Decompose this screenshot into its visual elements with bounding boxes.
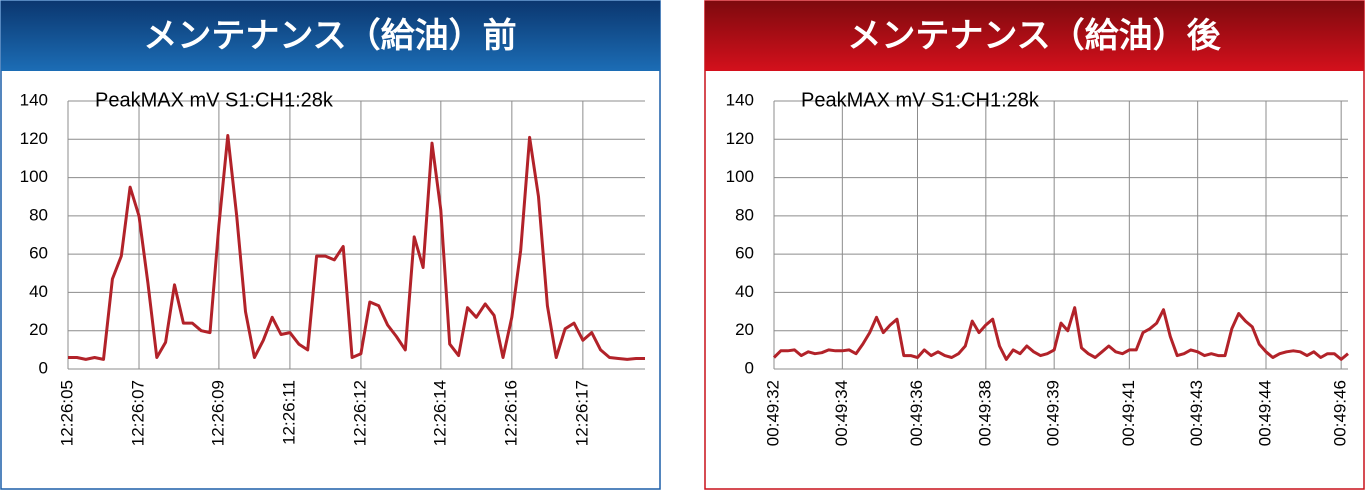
annotation: PeakMAX mV S1:CH1:28k [801, 89, 1040, 111]
y-tick-label: 20 [29, 320, 48, 339]
data-line [68, 134, 645, 361]
x-tick-label: 00:49:38 [975, 380, 994, 446]
x-tick-label: 12:26:09 [208, 380, 227, 446]
chart-title: メンテナンス（給油）前 [143, 16, 516, 55]
x-tick-label: 12:26:05 [57, 380, 76, 446]
x-tick-label: 12:26:14 [430, 380, 449, 446]
x-tick-label: 12:26:12 [350, 380, 369, 446]
panel [0, 0, 661, 490]
x-tick-label: 00:49:43 [1187, 380, 1206, 446]
annotation: PeakMAX mV S1:CH1:28k [95, 89, 334, 111]
x-tick-label: 00:49:44 [1255, 380, 1274, 446]
y-tick-label: 140 [20, 90, 48, 109]
y-tick-label: 80 [735, 205, 754, 224]
y-tick-label: 60 [29, 244, 48, 263]
x-tick-label: 00:49:46 [1331, 380, 1350, 446]
y-tick-label: 100 [20, 167, 48, 186]
y-tick-label: 120 [20, 129, 48, 148]
x-tick-label: 00:49:39 [1044, 380, 1063, 446]
panel [704, 0, 1365, 490]
x-tick-label: 12:26:07 [128, 380, 147, 446]
y-tick-label: 140 [726, 90, 754, 109]
x-tick-label: 00:49:32 [763, 380, 782, 446]
y-tick-label: 0 [745, 358, 754, 377]
y-tick-label: 60 [735, 244, 754, 263]
x-tick-label: 12:26:16 [501, 380, 520, 446]
x-tick-label: 00:49:34 [832, 380, 851, 446]
y-tick-label: 100 [726, 167, 754, 186]
x-tick-label: 00:49:36 [907, 380, 926, 446]
x-tick-label: 12:26:17 [572, 380, 591, 446]
y-tick-label: 40 [735, 282, 754, 301]
header [1, 1, 660, 71]
y-tick-label: 80 [29, 205, 48, 224]
chart-title: メンテナンス（給油）後 [847, 16, 1221, 55]
y-tick-label: 0 [39, 358, 48, 377]
y-tick-label: 20 [735, 320, 754, 339]
x-tick-label: 12:26:11 [279, 380, 298, 445]
x-tick-label: 00:49:41 [1119, 380, 1138, 446]
y-tick-label: 40 [29, 282, 48, 301]
header [705, 1, 1364, 71]
data-line [772, 306, 1349, 361]
y-tick-label: 120 [726, 129, 754, 148]
